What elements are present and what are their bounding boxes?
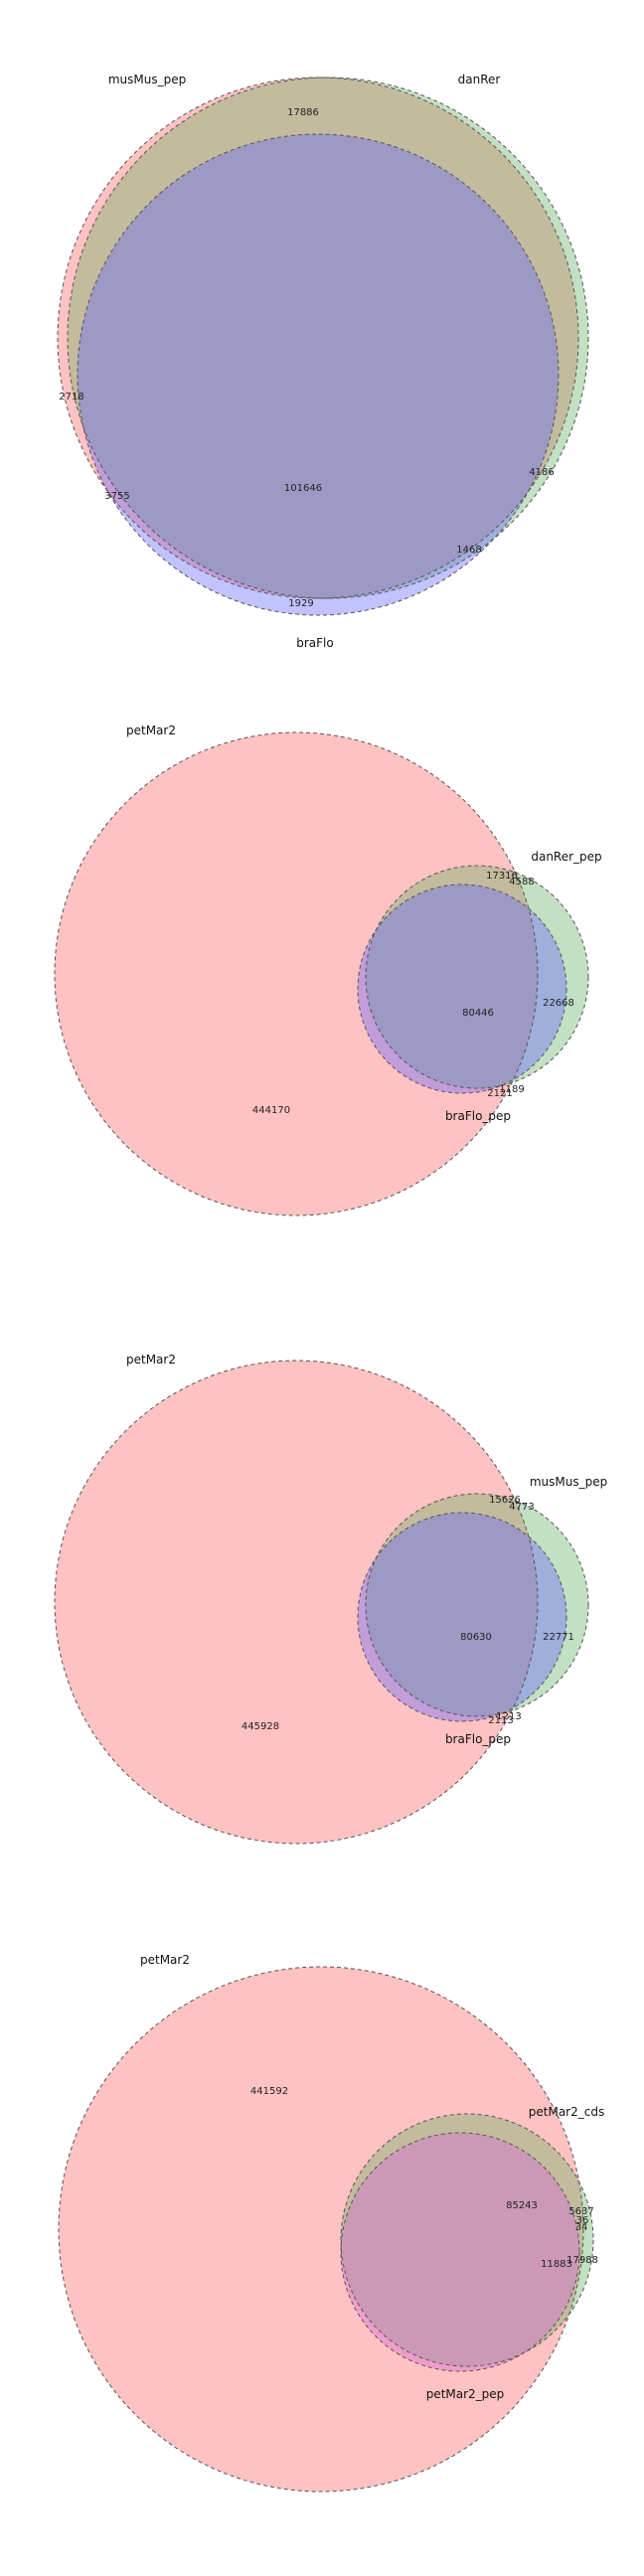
region-count-danRer-braFlo: 1468 — [456, 545, 481, 556]
venn-circle-outline-braFlo — [77, 133, 560, 616]
venn-panel-4: petMar2 petMar2_cds petMar2_pep 441592 34 179… — [58, 1953, 604, 2493]
set-label-musMus_pep: musMus_pep — [530, 1475, 607, 1489]
set-label-petMar2_pep: petMar2_pep — [426, 2387, 505, 2401]
venn-circle-outline-braFlo_pep — [357, 884, 567, 1094]
venn-circle-danRer — [68, 78, 588, 598]
region-count-petMar2-petMar2_cds: 5637 — [568, 2206, 593, 2217]
set-label-braFlo_pep: braFlo_pep — [445, 1732, 511, 1746]
region-count-petMar2: 441592 — [250, 2086, 288, 2097]
region-count-petMar2-danRer_pep-braFlo_pep: 80446 — [462, 1008, 494, 1019]
set-label-braFlo: braFlo — [296, 636, 333, 650]
venn-circle-outline-petMar2_cds — [340, 2113, 594, 2367]
region-count-danRer_pep-braFlo_pep: 22668 — [543, 998, 574, 1009]
set-label-petMar2: petMar2 — [140, 1953, 190, 1967]
venn-circle-petMar2 — [55, 1361, 538, 1844]
venn-circle-petMar2_cds — [341, 2114, 593, 2366]
venn-circle-musMus_pep — [366, 1494, 588, 1716]
set-label-petMar2: petMar2 — [126, 1353, 176, 1367]
set-label-petMar2_cds: petMar2_cds — [529, 2105, 604, 2119]
region-count-musMus_pep-braFlo: 3755 — [104, 491, 129, 502]
region-count-petMar2_cds: 34 — [575, 2222, 588, 2233]
region-count-petMar2-petMar2_cds-petMar2_pep: 85243 — [506, 2200, 538, 2211]
set-label-braFlo_pep: braFlo_pep — [445, 1109, 511, 1123]
venn-circle-petMar2_pep — [341, 2133, 579, 2371]
region-count-petMar2-danRer_pep: 17316 — [486, 871, 518, 882]
region-count-danRer_pep: 4588 — [509, 877, 534, 887]
set-label-musMus_pep: musMus_pep — [108, 73, 186, 86]
venn-circle-outline-petMar2 — [54, 731, 539, 1216]
venn-circle-outline-danRer_pep — [365, 865, 589, 1089]
venn-circle-outline-petMar2_pep — [340, 2132, 580, 2372]
venn-circle-musMus_pep — [58, 78, 578, 598]
venn-panel-1: musMus_pep danRer braFlo 2718 4186 1929 17886 3… — [57, 73, 589, 650]
venn-circle-petMar2 — [55, 732, 538, 1215]
venn-panel-3: petMar2 musMus_pep braFlo_pep 445928 4773 121… — [54, 1353, 607, 1845]
venn-circle-braFlo — [78, 134, 559, 615]
set-label-petMar2: petMar2 — [126, 724, 176, 737]
region-count-musMus_pep-danRer: 17886 — [287, 107, 319, 118]
venn-circle-braFlo_pep — [358, 1513, 566, 1721]
venn-circle-petMar2 — [59, 1967, 583, 2492]
set-label-danRer: danRer — [458, 73, 501, 86]
venn-circle-outline-musMus_pep — [365, 1493, 589, 1717]
venn-circle-danRer_pep — [366, 866, 588, 1088]
region-count-musMus_pep-braFlo_pep: 22771 — [543, 1632, 574, 1643]
region-count-danRer: 4186 — [529, 467, 554, 478]
region-count-petMar2-braFlo_pep: 2113 — [488, 1715, 513, 1726]
region-count-petMar2_pep: 17988 — [566, 2255, 598, 2266]
region-count-petMar2: 445928 — [242, 1721, 279, 1732]
venn-circle-outline-petMar2 — [54, 1360, 539, 1845]
region-count-petMar2-petMar2_pep: 11883 — [541, 2259, 572, 2270]
region-count-braFlo: 1929 — [288, 598, 313, 609]
set-label-danRer_pep: danRer_pep — [531, 850, 601, 864]
venn-panel-2: petMar2 danRer_pep braFlo_pep 444170 4588 118… — [54, 724, 602, 1216]
region-count-braFlo_pep: 1213 — [496, 1711, 521, 1722]
region-count-petMar2-braFlo_pep: 2121 — [487, 1088, 512, 1099]
region-count-musMus_pep: 4773 — [509, 1502, 534, 1513]
region-count-petMar2_cds-petMar2_pep: 36 — [576, 2215, 589, 2226]
venn-circle-outline-musMus_pep — [57, 77, 579, 599]
venn-circle-braFlo_pep — [358, 885, 566, 1093]
region-count-petMar2: 444170 — [252, 1105, 290, 1116]
region-count-braFlo_pep: 1189 — [499, 1084, 524, 1095]
region-count-musMus_pep-danRer-braFlo: 101646 — [284, 483, 322, 494]
region-count-musMus_pep: 2718 — [59, 392, 83, 402]
region-count-petMar2-musMus_pep: 15626 — [489, 1495, 521, 1506]
region-count-petMar2-musMus_pep-braFlo_pep: 80630 — [460, 1632, 492, 1643]
venn-circle-outline-braFlo_pep — [357, 1512, 567, 1722]
venn-circle-outline-danRer — [67, 77, 589, 599]
venn-circle-outline-petMar2 — [58, 1966, 584, 2493]
